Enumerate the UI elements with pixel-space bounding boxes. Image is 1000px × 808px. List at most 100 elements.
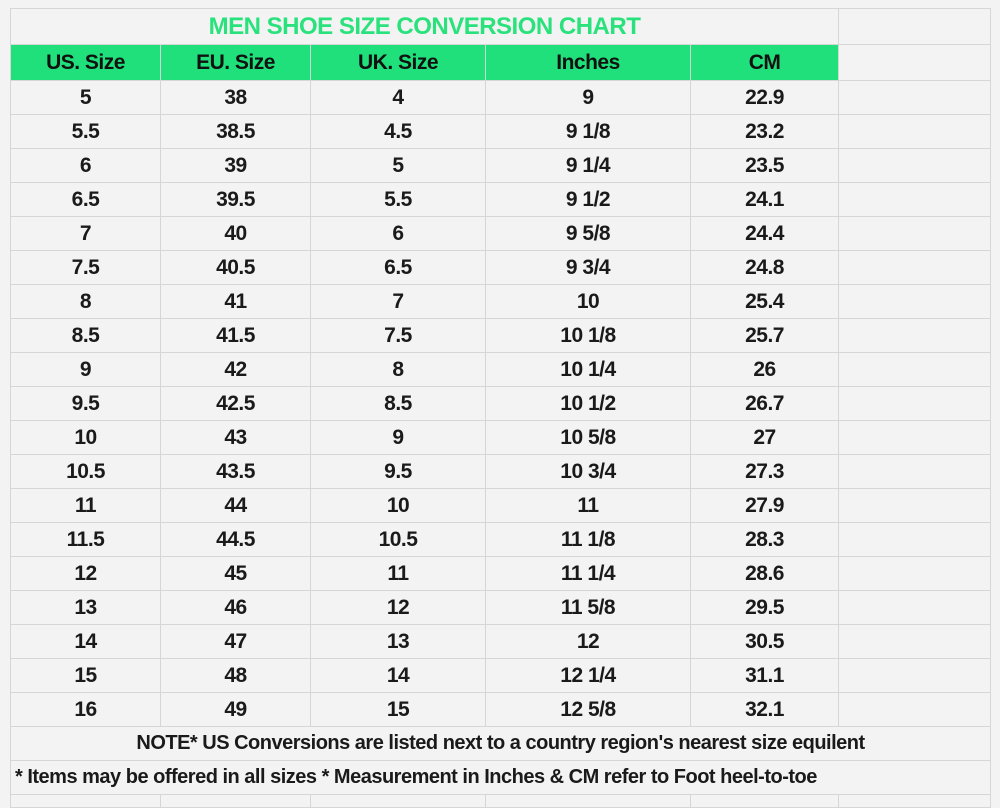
cell-inches: 12	[485, 624, 691, 659]
cell-cm: 30.5	[689, 624, 840, 659]
table-row: 6.5 39.5 5.5 9 1/2 24.1	[10, 182, 992, 217]
table-row: 11 44 10 11 27.9	[10, 488, 992, 523]
cell-cm: 24.1	[689, 182, 840, 217]
cell-inches: 9 1/4	[485, 148, 691, 183]
cell-us-size: 15	[10, 658, 161, 693]
table-row: 10.5 43.5 9.5 10 3/4 27.3	[10, 454, 992, 489]
cell-cm: 27.9	[689, 488, 840, 523]
cell-us-size: 6.5	[10, 182, 161, 217]
cell-us-size: 8.5	[10, 318, 161, 353]
cell-uk-size: 5.5	[310, 182, 486, 217]
cell-us-size: 14	[10, 624, 161, 659]
cell-uk-size: 5	[310, 148, 486, 183]
empty-cell	[838, 352, 992, 387]
cell-us-size: 11	[10, 488, 161, 523]
cell-inches: 11 5/8	[485, 590, 691, 625]
cell-cm: 28.6	[689, 556, 840, 591]
table-row: 5.5 38.5 4.5 9 1/8 23.2	[10, 114, 992, 149]
empty-cell	[689, 794, 840, 808]
note-text: NOTE* US Conversions are listed next to …	[9, 726, 992, 761]
size-conversion-table: MEN SHOE SIZE CONVERSION CHART US. Size …	[9, 8, 992, 808]
cell-eu-size: 38	[160, 80, 311, 115]
cell-cm: 23.2	[689, 114, 840, 149]
cell-inches: 11 1/8	[485, 522, 691, 557]
cell-inches: 12 5/8	[485, 692, 691, 727]
table-row: 9.5 42.5 8.5 10 1/2 26.7	[10, 386, 992, 421]
header-cm: CM	[689, 44, 840, 81]
header-inches: Inches	[485, 44, 691, 81]
cell-us-size: 7	[10, 216, 161, 251]
cell-cm: 32.1	[689, 692, 840, 727]
cell-uk-size: 15	[310, 692, 486, 727]
cell-uk-size: 7.5	[310, 318, 486, 353]
table-row: 15 48 14 12 1/4 31.1	[10, 658, 992, 693]
empty-row	[10, 794, 992, 808]
cell-eu-size: 44	[160, 488, 311, 523]
note-row: NOTE* US Conversions are listed next to …	[9, 726, 992, 761]
cell-eu-size: 39.5	[160, 182, 311, 217]
empty-cell	[838, 624, 992, 659]
table-row: 6 39 5 9 1/4 23.5	[10, 148, 992, 183]
cell-us-size: 5	[10, 80, 161, 115]
empty-cell	[838, 80, 992, 115]
cell-inches: 9 5/8	[485, 216, 691, 251]
cell-eu-size: 47	[160, 624, 311, 659]
empty-cell	[838, 114, 992, 149]
cell-cm: 22.9	[689, 80, 840, 115]
cell-cm: 24.8	[689, 250, 840, 285]
cell-cm: 25.4	[689, 284, 840, 319]
cell-cm: 31.1	[689, 658, 840, 693]
cell-inches: 10 3/4	[485, 454, 691, 489]
empty-cell	[838, 386, 992, 421]
cell-uk-size: 12	[310, 590, 486, 625]
table-row: 12 45 11 11 1/4 28.6	[10, 556, 992, 591]
cell-uk-size: 6.5	[310, 250, 486, 285]
cell-us-size: 16	[10, 692, 161, 727]
empty-cell	[485, 794, 691, 808]
header-us-size: US. Size	[10, 44, 161, 81]
empty-cell	[838, 692, 992, 727]
cell-cm: 23.5	[689, 148, 840, 183]
empty-cell	[838, 284, 992, 319]
cell-eu-size: 45	[160, 556, 311, 591]
cell-uk-size: 9.5	[310, 454, 486, 489]
cell-inches: 10 1/8	[485, 318, 691, 353]
table-row: 7.5 40.5 6.5 9 3/4 24.8	[10, 250, 992, 285]
empty-cell	[838, 488, 992, 523]
empty-cell	[160, 794, 311, 808]
table-row: 10 43 9 10 5/8 27	[10, 420, 992, 455]
cell-cm: 25.7	[689, 318, 840, 353]
cell-eu-size: 41	[160, 284, 311, 319]
header-uk-size: UK. Size	[310, 44, 486, 81]
cell-eu-size: 42.5	[160, 386, 311, 421]
cell-eu-size: 41.5	[160, 318, 311, 353]
cell-us-size: 9.5	[10, 386, 161, 421]
cell-uk-size: 4	[310, 80, 486, 115]
cell-uk-size: 6	[310, 216, 486, 251]
cell-inches: 10 1/2	[485, 386, 691, 421]
empty-cell	[838, 556, 992, 591]
cell-eu-size: 43	[160, 420, 311, 455]
cell-eu-size: 40	[160, 216, 311, 251]
table-row: 5 38 4 9 22.9	[10, 80, 992, 115]
cell-inches: 10	[485, 284, 691, 319]
size-chart-sheet: MEN SHOE SIZE CONVERSION CHART US. Size …	[9, 8, 992, 808]
empty-cell	[838, 8, 992, 45]
cell-eu-size: 43.5	[160, 454, 311, 489]
cell-us-size: 10	[10, 420, 161, 455]
header-eu-size: EU. Size	[160, 44, 311, 81]
note-row: * Items may be offered in all sizes * Me…	[9, 760, 992, 795]
cell-inches: 10 5/8	[485, 420, 691, 455]
empty-cell	[838, 420, 992, 455]
table-row: 11.5 44.5 10.5 11 1/8 28.3	[10, 522, 992, 557]
table-row: 9 42 8 10 1/4 26	[10, 352, 992, 387]
empty-cell	[838, 250, 992, 285]
cell-uk-size: 13	[310, 624, 486, 659]
cell-inches: 9 1/8	[485, 114, 691, 149]
cell-inches: 10 1/4	[485, 352, 691, 387]
cell-cm: 27.3	[689, 454, 840, 489]
cell-inches: 11 1/4	[485, 556, 691, 591]
note-text: * Items may be offered in all sizes * Me…	[9, 760, 992, 795]
cell-uk-size: 8	[310, 352, 486, 387]
table-row: 7 40 6 9 5/8 24.4	[10, 216, 992, 251]
